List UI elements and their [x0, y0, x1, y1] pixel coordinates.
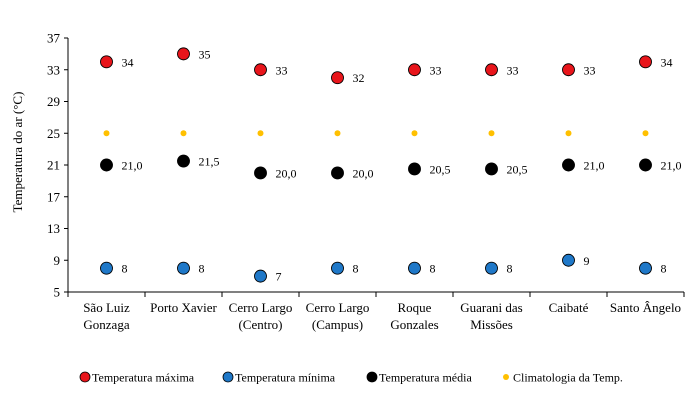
data-label: 35 — [199, 47, 211, 61]
climatology-point — [488, 130, 495, 137]
data-label: 8 — [661, 262, 667, 276]
data-label: 33 — [507, 63, 519, 77]
data-label: 34 — [661, 55, 673, 69]
x-tick-label: Gonzales — [390, 317, 438, 332]
data-point — [331, 71, 344, 85]
x-tick-label: Santo Ângelo — [610, 300, 681, 315]
data-point — [562, 158, 575, 172]
data-label: 20,0 — [353, 166, 374, 180]
data-label: 33 — [276, 63, 288, 77]
data-label: 20,5 — [507, 162, 528, 176]
data-point — [177, 261, 190, 275]
y-axis-ticks: 5 9 13 17 21 25 29 33 37 — [47, 31, 68, 300]
climatology-point — [334, 130, 341, 137]
climatology-point — [103, 130, 110, 137]
data-point — [177, 154, 190, 168]
data-series — [100, 47, 652, 283]
data-point — [254, 166, 267, 180]
data-point — [177, 47, 190, 61]
data-point — [331, 261, 344, 275]
legend: Temperatura máxima Temperatura mínima Temp… — [79, 371, 623, 385]
data-point — [639, 261, 652, 275]
data-label: 32 — [353, 71, 365, 85]
data-point — [100, 158, 113, 172]
x-axis-ticks: São Luiz Gonzaga Porto Xavier Cerro Largo (C… — [67, 292, 685, 332]
y-tick-label: 33 — [47, 62, 60, 77]
x-tick-label: Roque — [398, 300, 432, 315]
y-tick-label: 21 — [47, 158, 60, 173]
data-label: 21,5 — [199, 155, 220, 169]
data-point — [254, 63, 267, 77]
data-label: 34 — [122, 55, 134, 69]
data-point — [485, 63, 498, 77]
y-tick-label: 13 — [47, 221, 60, 236]
x-tick-label: Gonzaga — [83, 317, 129, 332]
climatology-point — [257, 130, 264, 137]
data-point — [639, 55, 652, 69]
legend-marker — [79, 371, 91, 383]
x-tick-label: Porto Xavier — [150, 300, 217, 315]
data-label: 8 — [199, 262, 205, 276]
y-tick-label: 9 — [54, 253, 61, 268]
x-tick-label: Cerro Largo — [306, 300, 370, 315]
y-tick-label: 17 — [47, 189, 61, 204]
y-tick-label: 5 — [54, 285, 61, 300]
data-point — [100, 261, 113, 275]
data-labels: 34 35 33 32 33 33 33 34 8 8 7 8 8 8 9 8 21,0 21,5 20,0 20,0… — [122, 47, 682, 283]
data-point — [485, 261, 498, 275]
climatology-point — [180, 130, 187, 137]
climatology-point — [642, 130, 649, 137]
data-label: 8 — [353, 262, 359, 276]
legend-marker — [503, 374, 509, 380]
x-tick-label: (Centro) — [238, 317, 282, 332]
data-label: 33 — [584, 63, 596, 77]
climatology-point — [411, 130, 418, 137]
data-label: 8 — [430, 262, 436, 276]
data-label: 21,0 — [661, 159, 682, 173]
x-tick-label: Cerro Largo — [229, 300, 293, 315]
data-point — [562, 253, 575, 267]
data-label: 21,0 — [122, 159, 143, 173]
data-label: 21,0 — [584, 159, 605, 173]
data-label: 8 — [507, 262, 513, 276]
data-point — [254, 269, 267, 283]
data-point — [485, 162, 498, 176]
data-label: 33 — [430, 63, 442, 77]
data-point — [331, 166, 344, 180]
data-label: 9 — [584, 254, 590, 268]
data-point — [639, 158, 652, 172]
data-point — [408, 63, 421, 77]
legend-label: Temperatura máxima — [92, 371, 195, 385]
data-label: 20,0 — [276, 166, 297, 180]
y-axis-title: Temperatura do ar (°C) — [10, 92, 25, 213]
legend-label: Temperatura mínima — [235, 371, 336, 385]
data-point — [408, 261, 421, 275]
legend-label: Temperatura média — [379, 371, 472, 385]
y-tick-label: 37 — [47, 31, 61, 46]
climatology-point — [565, 130, 572, 137]
x-tick-label: Caibaté — [549, 300, 589, 315]
data-label: 8 — [122, 262, 128, 276]
data-label: 7 — [276, 270, 282, 284]
data-point — [100, 55, 113, 69]
legend-marker — [366, 371, 378, 383]
data-point — [408, 162, 421, 176]
x-tick-label: Missões — [470, 317, 513, 332]
x-tick-label: (Campus) — [312, 317, 363, 332]
x-tick-label: Guarani das — [460, 300, 522, 315]
data-point — [562, 63, 575, 77]
legend-label: Climatologia da Temp. — [513, 371, 623, 385]
legend-marker — [222, 371, 234, 383]
y-tick-label: 29 — [47, 94, 60, 109]
data-label: 20,5 — [430, 162, 451, 176]
y-tick-label: 25 — [47, 126, 60, 141]
x-tick-label: São Luiz — [83, 300, 130, 315]
